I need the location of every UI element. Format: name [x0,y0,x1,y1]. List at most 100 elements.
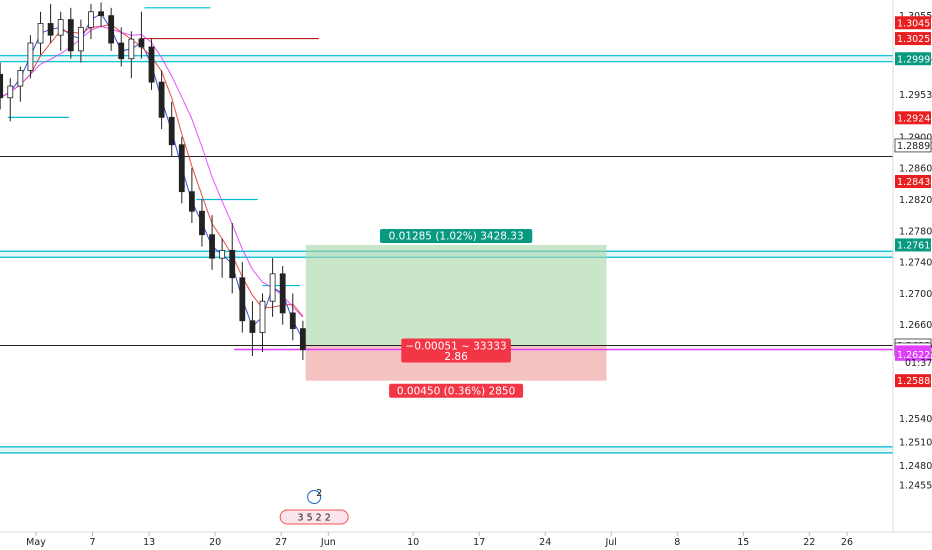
price-tick-label: 1.25100 [899,438,932,449]
candle[interactable] [299,320,306,360]
candle[interactable] [148,39,155,90]
candle[interactable] [37,11,44,55]
price-tick-label: 1.28600 [899,164,932,175]
candle-body-down [209,234,215,259]
price-tag-bg [895,238,931,252]
price-tag[interactable]: 1.29244 [895,111,932,125]
candle[interactable] [47,3,54,44]
price-tag-bg [895,175,931,189]
price-tag-text: 1.25884 [897,376,932,387]
price-tag-text: 1.28430 [897,177,932,188]
price-tag-bg [895,374,931,388]
price-tag-bg [895,52,931,66]
price-tick-label: 1.28200 [899,195,932,206]
candle[interactable] [289,293,296,341]
candle-body-up [88,11,94,28]
events-strip [279,509,349,525]
price-tag-bg [895,16,931,30]
candle[interactable] [27,35,34,79]
candle-body-down [239,277,246,322]
candle[interactable] [249,301,256,356]
candle[interactable] [98,2,104,28]
candle-body-down [279,273,286,314]
candle[interactable] [118,27,125,67]
candle[interactable] [77,19,84,63]
price-tag[interactable]: 1.28430 [895,175,932,189]
time-tick-label: Jun [320,537,336,548]
price-tick-label: 1.27800 [899,226,932,237]
candle[interactable] [199,199,205,247]
price-tick-label: 1.30555 [899,11,932,22]
support-zone[interactable] [0,445,893,454]
position-center-label-text-1: −0.00051 ~ 33333 [406,340,507,352]
target-label-text: 0.01285 (1.02%) 3428.33 [389,231,524,243]
candle[interactable] [108,7,115,51]
candle-body-down [0,73,4,99]
profit-zone[interactable] [305,244,607,346]
candle-body-down [249,320,256,333]
candle-body-up [128,38,135,60]
time-tick-label: Jul [604,537,616,548]
time-tick-label: 22 [803,537,815,548]
price-tag[interactable]: 1.25884 [895,374,932,388]
price-tick-label: 1.24550 [899,481,932,492]
candle[interactable] [259,293,266,353]
support-zone[interactable] [0,54,893,63]
candle-body-down [158,81,165,118]
price-tick-label: 1.29539 [899,90,932,101]
candle[interactable] [269,258,276,317]
target-label[interactable]: 0.01285 (1.02%) 3428.33 [379,228,533,243]
candle-body-up [7,85,14,99]
candle[interactable] [158,70,165,130]
price-tick-label: 1.25400 [899,414,932,425]
price-tag[interactable]: 1.30459 [895,16,932,30]
price-tag-text: 1.27619 [897,240,932,251]
stop-label-text: 0.00450 (0.36%) 2850 [397,385,515,397]
candle[interactable] [0,62,4,110]
candle-body-down [108,15,115,44]
price-tag[interactable]: 1.30257 [895,32,932,46]
candle[interactable] [188,168,195,223]
price-axis-bg[interactable] [893,0,932,550]
bar-countdown: 01:37 [905,358,932,369]
event-flag-icon[interactable] [307,490,322,504]
price-tag[interactable]: 1.27619 [895,238,932,252]
candle[interactable] [239,262,246,333]
candle[interactable] [17,66,24,102]
candle-body-down [178,144,185,193]
price-tag-bg [895,32,931,46]
price-tag-text: 1.30257 [897,34,932,45]
time-tick-label: 26 [841,537,853,548]
candle[interactable] [229,222,236,294]
candle[interactable] [219,238,226,278]
price-tick-label: 1.27000 [899,289,932,300]
candle[interactable] [67,7,74,59]
price-tag-text: 1.30459 [897,18,932,29]
time-tick-label: 7 [90,537,96,548]
stop-label[interactable]: 0.00450 (0.36%) 2850 [389,383,524,398]
candle[interactable] [209,215,215,270]
time-tick-label: 20 [209,537,221,548]
candle[interactable] [138,11,145,59]
time-tick-label: 24 [539,537,551,548]
candle-body-up [219,249,226,259]
candle[interactable] [168,101,175,157]
candle[interactable] [178,136,185,204]
stop-label-bg [389,383,524,398]
price-tag-bg [895,111,931,125]
candle[interactable] [128,31,135,79]
candle[interactable] [57,11,64,51]
candle-body-down [67,19,74,52]
economic-events[interactable]: 3 5 2 2 2 [279,488,349,525]
candle[interactable] [7,78,14,122]
time-tick-label: 13 [143,537,155,548]
candle[interactable] [279,266,286,325]
price-tag[interactable]: 1.29999 [895,52,932,66]
candle[interactable] [88,3,94,40]
